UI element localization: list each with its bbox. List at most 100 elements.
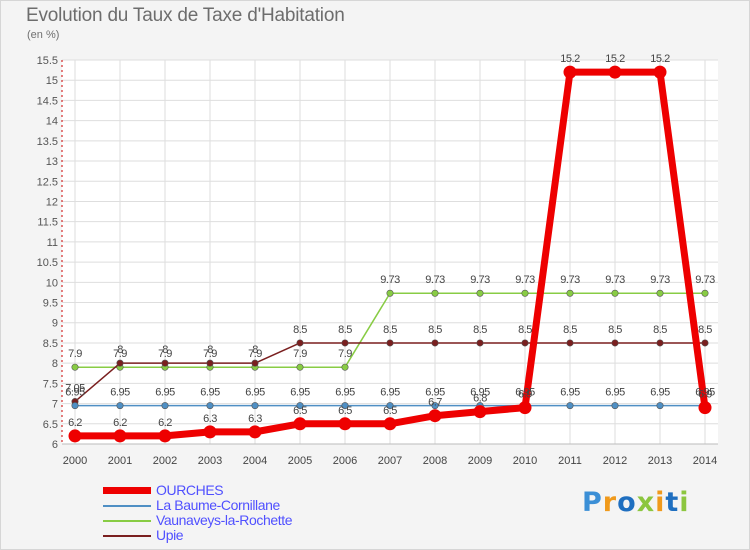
data-label: 6.2 — [113, 417, 127, 429]
x-tick-label: 2011 — [558, 455, 582, 467]
legend-swatch-upie — [103, 535, 151, 537]
x-tick-label: 2006 — [333, 455, 357, 467]
legend-label-upie: Upie — [156, 527, 184, 543]
data-label: 15.2 — [560, 53, 580, 65]
y-tick-label: 8.5 — [43, 338, 58, 350]
data-point — [608, 65, 622, 79]
data-label: 8.5 — [383, 324, 397, 336]
data-point — [473, 405, 487, 419]
data-point — [518, 401, 532, 415]
y-tick-label: 13 — [46, 156, 58, 168]
y-tick-label: 9.5 — [43, 298, 58, 310]
data-point — [248, 425, 262, 439]
y-tick-label: 11.5 — [37, 217, 58, 229]
data-point — [296, 402, 304, 410]
data-label: 8.5 — [653, 324, 667, 336]
data-label: 6.9 — [518, 389, 532, 401]
data-label: 8 — [162, 344, 168, 356]
data-label: 6.95 — [515, 387, 535, 399]
data-point — [68, 429, 82, 443]
y-tick-label: 7 — [52, 399, 58, 411]
data-label: 7.9 — [293, 348, 307, 360]
y-tick-label: 15.5 — [37, 55, 58, 67]
data-label: 8.5 — [518, 324, 532, 336]
y-tick-label: 7.5 — [43, 378, 58, 390]
legend-label-vaunaveys: Vaunaveys-la-Rochette — [156, 512, 293, 528]
data-label: 9.73 — [560, 274, 580, 286]
y-tick-label: 9 — [52, 318, 58, 330]
data-point — [206, 402, 214, 410]
data-label: 6.3 — [248, 413, 262, 425]
x-tick-label: 2013 — [648, 455, 672, 467]
data-label: 6.95 — [335, 387, 355, 399]
data-label: 8.5 — [428, 324, 442, 336]
data-label: 15.2 — [650, 53, 670, 65]
legend-swatch-la-baume-cornillane — [103, 505, 151, 507]
data-point — [116, 359, 124, 367]
data-label: 7.9 — [248, 348, 262, 360]
data-point — [431, 289, 439, 297]
data-point — [383, 417, 397, 431]
chart-subtitle: (en %) — [27, 29, 60, 41]
y-tick-label: 6 — [52, 439, 58, 451]
data-label: 8.5 — [338, 324, 352, 336]
data-point — [653, 65, 667, 79]
data-point — [158, 429, 172, 443]
data-label: 6.95 — [200, 387, 220, 399]
y-tick-label: 12.5 — [37, 176, 58, 188]
y-tick-label: 14.5 — [37, 95, 58, 107]
data-label: 7.9 — [338, 348, 352, 360]
data-point — [161, 359, 169, 367]
x-tick-label: 2000 — [63, 455, 87, 467]
legend-swatch-vaunaveys — [103, 520, 151, 522]
data-label: 8.5 — [473, 324, 487, 336]
logo-letter: i — [655, 487, 666, 518]
data-point — [293, 417, 307, 431]
x-tick-label: 2005 — [288, 455, 312, 467]
data-point — [566, 289, 574, 297]
data-point — [566, 339, 574, 347]
data-point — [386, 339, 394, 347]
proxiti-logo: Proxiti — [582, 487, 690, 518]
data-point — [431, 339, 439, 347]
data-label: 6.7 — [428, 397, 442, 409]
data-label: 6.95 — [245, 387, 265, 399]
data-point — [611, 289, 619, 297]
data-label: 7.05 — [65, 383, 85, 395]
data-point — [71, 363, 79, 371]
data-label: 6.5 — [293, 405, 307, 417]
data-label: 9.73 — [605, 274, 625, 286]
logo-letter: i — [679, 487, 690, 518]
data-label: 8.5 — [563, 324, 577, 336]
data-label: 6.2 — [158, 417, 172, 429]
data-label: 6.8 — [473, 393, 487, 405]
data-label: 6.9 — [698, 389, 712, 401]
data-label: 6.95 — [560, 387, 580, 399]
legend-swatch-ourches — [103, 487, 151, 494]
data-label: 6.95 — [470, 387, 490, 399]
data-point — [296, 339, 304, 347]
data-label: 6.3 — [203, 413, 217, 425]
data-point — [611, 339, 619, 347]
data-label: 15.2 — [605, 53, 625, 65]
x-tick-label: 2012 — [603, 455, 627, 467]
data-label: 6.95 — [425, 387, 445, 399]
data-label: 6.95 — [290, 387, 310, 399]
data-label: 6.95 — [65, 387, 85, 399]
data-label: 9.73 — [425, 274, 445, 286]
data-point — [656, 339, 664, 347]
x-tick-label: 2007 — [378, 455, 402, 467]
logo-letter: r — [602, 487, 618, 518]
data-point — [251, 359, 259, 367]
data-point — [656, 402, 664, 410]
data-point — [476, 339, 484, 347]
data-point — [206, 359, 214, 367]
data-point — [428, 409, 442, 423]
data-label: 7.9 — [113, 348, 127, 360]
data-label: 7.9 — [158, 348, 172, 360]
logo-letter: P — [582, 487, 603, 518]
data-point — [563, 65, 577, 79]
data-point — [203, 425, 217, 439]
y-tick-label: 14 — [46, 116, 58, 128]
